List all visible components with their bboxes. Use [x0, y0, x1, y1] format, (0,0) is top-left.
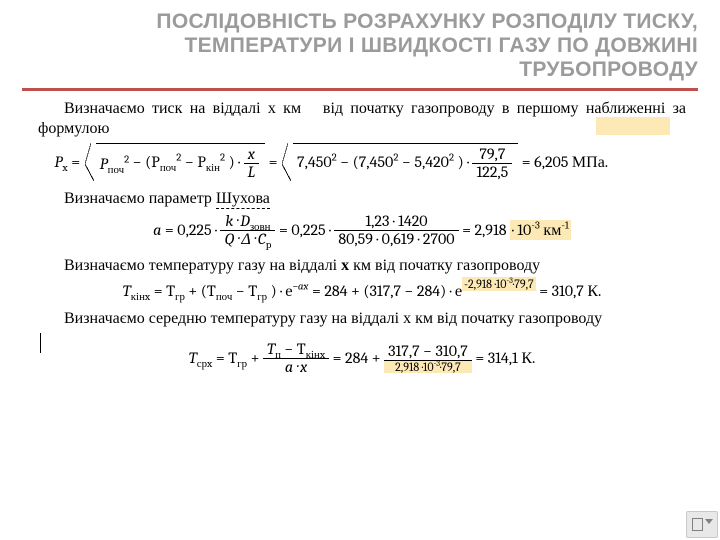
title-underline — [22, 88, 698, 91]
equation-avg-temperature: Tсрx = Tгр + Tп − Tкінxa · x = 284 + 317… — [38, 341, 686, 376]
t: Q · Δ · C — [224, 230, 265, 248]
t: − P — [185, 153, 206, 171]
t: = T — [216, 349, 237, 367]
p1-text: Визначаємо тиск на віддалі х км від поча… — [38, 100, 686, 137]
t: Визначаємо середню температуру газу на в… — [64, 310, 602, 327]
t: 1,23 · 1420 — [334, 213, 458, 231]
t: 2 — [220, 151, 225, 164]
t: срx — [197, 357, 213, 370]
t: 317,7 − 310,7 — [384, 343, 472, 361]
t: ) · — [229, 153, 240, 171]
t: − 5,420 — [402, 153, 449, 171]
t: = 284 + (317,7 − 284) · e — [312, 281, 462, 301]
t: = 284 + — [333, 348, 381, 368]
equation-shukhov: aa = 0,225 · = 0,225 · k · DзовнQ · Δ · … — [38, 213, 686, 248]
t: -2,918 ·10 — [464, 277, 506, 291]
t: a · x — [285, 358, 307, 376]
t: поч — [108, 163, 124, 176]
slide: ПОСЛІДОВНІСТЬ РОЗРАХУНКУ РОЗПОДІЛУ ТИСКУ… — [0, 0, 720, 540]
t: + (T — [188, 282, 215, 300]
t: p — [266, 238, 272, 251]
t: − T — [281, 340, 306, 358]
text-cursor — [40, 333, 41, 353]
t: − (P — [133, 153, 160, 171]
t: гр — [237, 357, 247, 370]
t: 2 — [393, 151, 398, 164]
t: 79,7 — [472, 146, 512, 164]
t: 2,918 ·10 — [395, 360, 433, 374]
scroll-indicator-icon[interactable] — [686, 511, 718, 538]
t: T — [123, 282, 131, 300]
t: Визначаємо температуру газу на віддалі — [64, 257, 341, 274]
paragraph-1: Визначаємо тиск на віддалі х км від поча… — [38, 99, 686, 139]
t: 2 — [449, 151, 454, 164]
p2b-underlined: Шухова — [216, 190, 270, 209]
t: поч — [160, 162, 176, 175]
t: кінx — [131, 290, 150, 303]
paragraph-2: Визначаємо параметр Шухова — [38, 189, 686, 209]
hl-denom: 2,918 ·10-3·79,7 — [384, 361, 472, 374]
p2a: Визначаємо параметр — [64, 190, 216, 207]
hl-units: · 10-3 км-1 — [510, 220, 571, 240]
x-bold: х — [341, 257, 353, 274]
t: гр — [175, 290, 185, 303]
t: ·79,7 — [513, 277, 534, 291]
t: x — [248, 145, 255, 163]
t: гр — [257, 290, 267, 303]
t: поч — [216, 290, 232, 303]
t: км від початку газопроводу — [353, 257, 540, 274]
t: − T — [236, 282, 257, 300]
equation-temperature: Tкінx = Tгр + (Tпоч − Tгр ) · e−a·x = 28… — [38, 280, 686, 301]
t: − (7,450 — [340, 153, 393, 171]
t: 2 — [176, 151, 181, 164]
t: -1 — [561, 219, 569, 232]
t: = 0,225 · — [279, 220, 331, 240]
t: 80,59 · 0,619 · 2700 — [334, 231, 458, 248]
t: ·79,7 — [440, 360, 461, 374]
t: k · D — [225, 212, 250, 230]
t: ) · — [458, 153, 469, 171]
t: -3 — [531, 219, 540, 232]
t: 122,5 — [472, 164, 512, 181]
t: · 10 — [512, 221, 531, 239]
eq4-result: = 314,1 К. — [475, 348, 535, 368]
hl-exp-1: -2,918 ·10-3·79,7 — [462, 277, 536, 291]
t: P — [100, 155, 108, 173]
t: кінx — [306, 348, 325, 361]
t: L — [248, 163, 256, 181]
t: = 2,918 — [462, 220, 506, 240]
t: + — [247, 349, 259, 367]
t: T — [189, 349, 197, 367]
highlight-blank — [596, 117, 670, 135]
t: км — [540, 221, 561, 239]
t: −a·x — [292, 280, 308, 293]
t: 2 — [332, 151, 337, 164]
paragraph-4: Визначаємо середню температуру газу на в… — [38, 309, 686, 329]
slide-title: ПОСЛІДОВНІСТЬ РОЗРАХУНКУ РОЗПОДІЛУ ТИСКУ… — [0, 0, 720, 88]
t: 2 — [124, 152, 129, 165]
px-sub: x — [62, 161, 67, 174]
t: ) · e — [271, 282, 293, 300]
paragraph-3: Визначаємо температуру газу на віддалі х… — [38, 256, 686, 276]
equation-pressure: Px = Pпоч2 − (Pпоч2 − Pкін2 ) · xL = 7,4… — [38, 143, 686, 181]
slide-body: Визначаємо тиск на віддалі х км від поча… — [0, 99, 720, 375]
t: T — [267, 340, 275, 358]
eq3-result: = 310,7 К. — [539, 281, 601, 301]
t: кін — [206, 162, 220, 175]
eq1-result: = 6,205 МПа. — [522, 152, 608, 172]
t: = T — [154, 282, 175, 300]
t: = — [269, 152, 278, 172]
t: 7,450 — [297, 153, 332, 171]
